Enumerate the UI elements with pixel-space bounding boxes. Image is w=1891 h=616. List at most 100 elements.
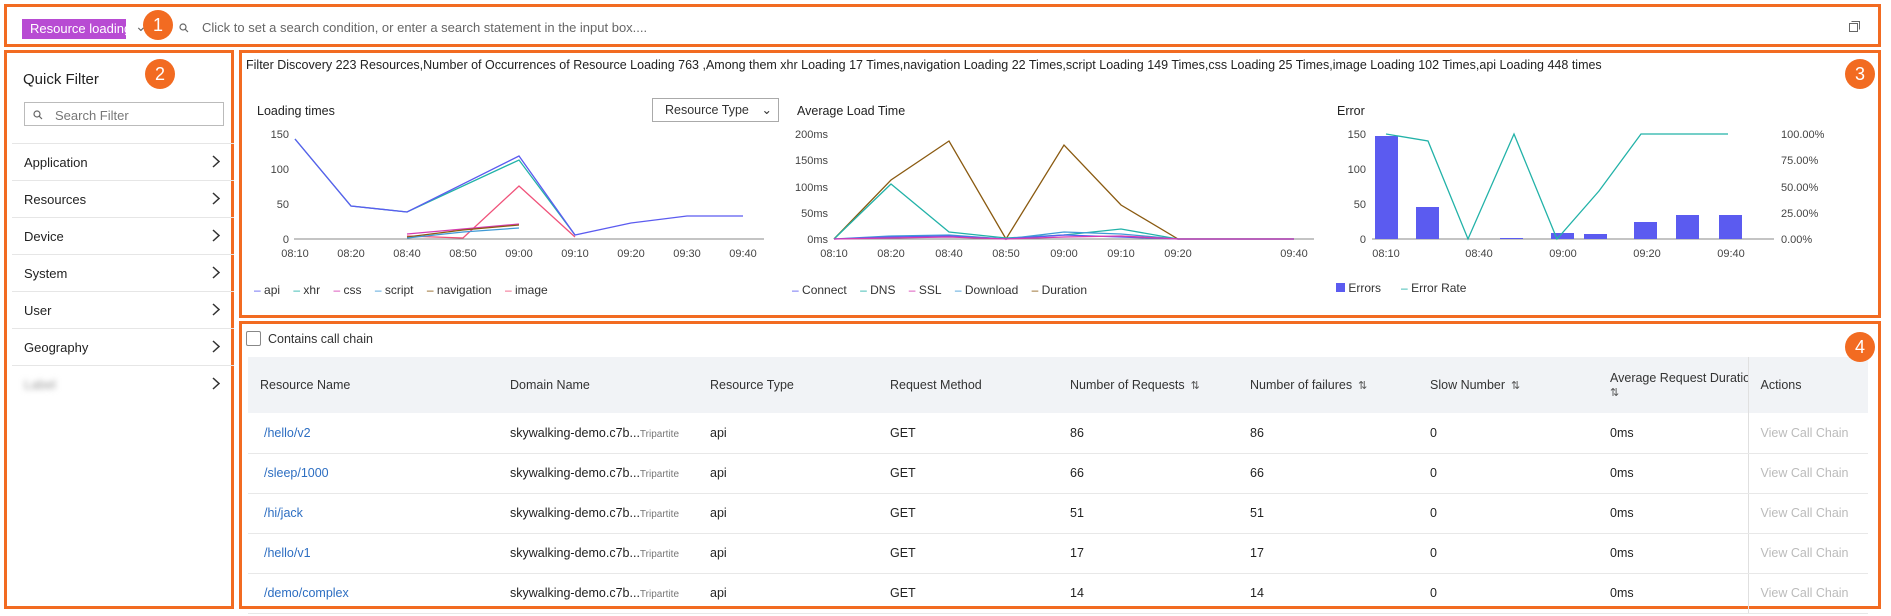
table-row: /hello/v1 skywalking-demo.c7b...Triparti… [248, 533, 1868, 574]
requests-count: 17 [1058, 533, 1238, 574]
filter-item-label: Geography [24, 340, 89, 355]
header-number-of-failures[interactable]: Number of failures ⇅ [1238, 357, 1418, 413]
chevron-right-icon [212, 229, 221, 245]
avg-duration: 0ms [1598, 453, 1748, 494]
error-bar [1584, 234, 1607, 239]
filter-item-user[interactable]: User [12, 291, 234, 328]
expand-icon[interactable] [1849, 20, 1860, 35]
header-resource-name: Resource Name [248, 357, 498, 413]
table-row: /hi/jack skywalking-demo.c7b...Tripartit… [248, 493, 1868, 534]
resource-name-link[interactable]: /hello/v1 [248, 533, 498, 574]
annotation-badge-4: 4 [1845, 332, 1875, 362]
header-average-request-duration[interactable]: Average Request Duration ⇅ [1598, 357, 1748, 413]
y-tick: 50ms [801, 208, 828, 220]
resource-name-link[interactable]: /hello/v2 [248, 413, 498, 454]
y2-tick: 75.00% [1781, 155, 1819, 167]
error-bar [1500, 238, 1523, 239]
request-method: GET [878, 453, 1058, 494]
requests-count: 14 [1058, 573, 1238, 614]
y2-tick: 100.00% [1781, 129, 1825, 141]
resource-type: api [698, 413, 878, 454]
legend-label: Download [964, 283, 1019, 297]
x-tick: 08:10 [1372, 248, 1400, 260]
filter-item-system[interactable]: System [12, 254, 234, 291]
filter-item-blurred[interactable]: Label [12, 365, 234, 402]
resource-table-panel: Contains call chain Resource Name Domain… [239, 321, 1881, 614]
failures-count: 86 [1238, 413, 1418, 454]
view-call-chain-button[interactable]: View Call Chain [1747, 533, 1868, 574]
avg-duration: 0ms [1598, 533, 1748, 574]
legend-label: SSL [918, 283, 942, 297]
loading-times-legend: – api – xhr – css – script – navigation … [254, 283, 548, 297]
y2-tick: 25.00% [1781, 208, 1819, 220]
slow-count: 0 [1418, 453, 1598, 494]
legend-label: xhr [303, 283, 321, 297]
error-bar [1416, 207, 1439, 239]
filter-summary: Filter Discovery 223 Resources,Number of… [246, 58, 1602, 72]
chevron-right-icon [212, 155, 221, 171]
resource-type-select[interactable]: Resource Type ⌄ [652, 98, 779, 122]
filter-search-input[interactable]: Search Filter [24, 102, 224, 126]
filter-item-label: Label [24, 377, 56, 392]
resource-name-link[interactable]: /sleep/1000 [248, 453, 498, 494]
request-method: GET [878, 413, 1058, 454]
slow-count: 0 [1418, 533, 1598, 574]
y-tick: 0 [283, 234, 289, 246]
requests-count: 66 [1058, 453, 1238, 494]
header-slow-number[interactable]: Slow Number ⇅ [1418, 357, 1598, 413]
avg-load-time-legend: – Connect – DNS – SSL – Download – Durat… [792, 283, 1087, 297]
y2-tick: 50.00% [1781, 182, 1819, 194]
avg-load-time-chart: Average Load Time 200ms 150ms 100ms 50ms… [784, 94, 1324, 310]
charts-panel: Filter Discovery 223 Resources,Number of… [239, 50, 1881, 318]
chart-title: Average Load Time [797, 104, 906, 118]
legend-label: Connect [802, 283, 847, 297]
x-tick: 09:40 [1717, 248, 1745, 260]
filter-item-label: Resources [24, 192, 87, 207]
loading-times-plot: 150 100 50 0 08:10 08:20 08:40 08:50 09:… [271, 129, 764, 260]
error-bar [1719, 215, 1742, 239]
filter-item-application[interactable]: Application [12, 143, 234, 180]
y-tick: 0 [1360, 234, 1366, 246]
legend-label: navigation [436, 283, 492, 297]
filter-item-resources[interactable]: Resources [12, 180, 234, 217]
resource-name-link[interactable]: /hi/jack [248, 493, 498, 534]
requests-count: 86 [1058, 413, 1238, 454]
request-method: GET [878, 533, 1058, 574]
filter-search-placeholder: Search Filter [55, 108, 129, 123]
x-tick: 08:40 [1465, 248, 1493, 260]
filter-item-label: Application [24, 155, 88, 170]
chevron-right-icon [212, 303, 221, 319]
request-method: GET [878, 573, 1058, 614]
view-call-chain-button[interactable]: View Call Chain [1747, 573, 1868, 614]
sort-icon: ⇅ [1190, 380, 1200, 392]
table-row: /hello/v2 skywalking-demo.c7b...Triparti… [248, 413, 1868, 454]
chevron-down-icon[interactable]: ⌄ [135, 18, 147, 34]
filter-item-geography[interactable]: Geography [12, 328, 234, 365]
loading-times-chart: Loading times Resource Type ⌄ 150 100 50 … [244, 94, 784, 310]
y-tick: 50 [1354, 199, 1366, 211]
header-request-method: Request Method [878, 357, 1058, 413]
x-tick: 08:40 [935, 248, 963, 260]
view-call-chain-button[interactable]: View Call Chain [1747, 493, 1868, 534]
chevron-right-icon [212, 377, 221, 393]
view-call-chain-button[interactable]: View Call Chain [1747, 413, 1868, 454]
series-image [406, 185, 576, 239]
search-input[interactable]: Click to set a search condition, or ente… [202, 20, 648, 35]
y-tick: 200ms [795, 129, 829, 141]
series-xhr [294, 138, 576, 236]
chevron-right-icon [212, 340, 221, 356]
resource-name-link[interactable]: /demo/complex [248, 573, 498, 614]
domain-name: skywalking-demo.c7b...Tripartite [498, 573, 698, 614]
view-call-chain-button[interactable]: View Call Chain [1747, 453, 1868, 494]
header-number-of-requests[interactable]: Number of Requests ⇅ [1058, 357, 1238, 413]
x-tick: 09:10 [1107, 248, 1135, 260]
checkbox[interactable] [246, 331, 261, 346]
legend-label: Errors [1348, 281, 1382, 295]
error-plot: 150 100 50 0 100.00% 75.00% 50.00% 25.00… [1348, 129, 1825, 260]
x-tick: 08:10 [281, 248, 309, 260]
resource-table: Resource Name Domain Name Resource Type … [248, 357, 1868, 614]
domain-name: skywalking-demo.c7b...Tripartite [498, 413, 698, 454]
filter-tag-resource-loading[interactable]: Resource loading [22, 19, 126, 39]
filter-item-device[interactable]: Device [12, 217, 234, 254]
chevron-down-icon: ⌄ [761, 103, 772, 117]
